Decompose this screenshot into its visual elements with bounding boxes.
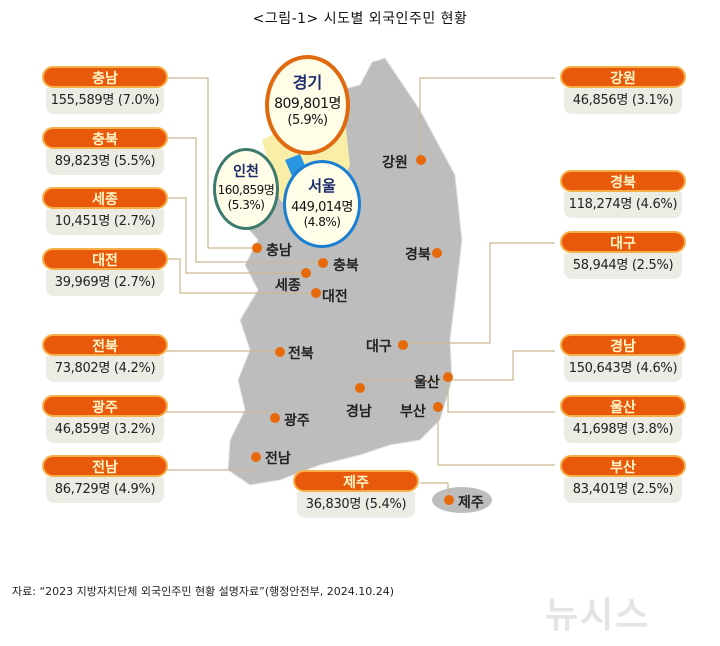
figure-title: <그림-1> 시도별 외국인주민 현황 — [252, 11, 468, 27]
dot-busan — [433, 402, 443, 412]
region-value: 58,944명 (2.5%) — [564, 253, 682, 279]
dot-sejong — [301, 268, 311, 278]
region-pill: 충북 — [42, 127, 168, 149]
label-gyeongnam: 경남 — [346, 404, 372, 420]
region-value: 155,589명 (7.0%) — [46, 88, 164, 114]
label-daegu: 대구 — [366, 339, 392, 355]
bubble-region: 서울 — [308, 177, 336, 195]
region-pill: 울산 — [560, 395, 686, 417]
label-gwangju: 광주 — [284, 413, 310, 429]
dot-ulsan — [443, 372, 453, 382]
region-pill: 광주 — [42, 395, 168, 417]
label-ulsan: 울산 — [414, 375, 440, 391]
region-pill: 전북 — [42, 334, 168, 356]
label-gangwon: 강원 — [382, 155, 408, 171]
region-value: 41,698명 (3.8%) — [564, 417, 682, 443]
dot-gyeongnam — [355, 383, 365, 393]
label-jeonbuk: 전북 — [288, 346, 314, 362]
region-pill: 대전 — [42, 248, 168, 270]
region-pill: 경남 — [560, 334, 686, 356]
bubble-count: 809,801명 — [274, 96, 341, 112]
dot-chungnam — [252, 243, 262, 253]
card-gyeongnam: 경남 150,643명 (4.6%) — [560, 334, 686, 382]
watermark-logo: 뉴시스 — [545, 595, 651, 636]
region-value: 46,856명 (3.1%) — [564, 88, 682, 114]
bubble-incheon: 인천 160,859명 (5.3%) — [213, 148, 279, 230]
bubble-pct: (4.8%) — [303, 215, 341, 229]
bubble-count: 449,014명 — [291, 200, 353, 215]
bubble-pct: (5.3%) — [227, 198, 265, 212]
label-gyeongbuk: 경북 — [405, 247, 431, 263]
card-gyeongbuk: 경북 118,274명 (4.6%) — [560, 170, 686, 218]
bubble-seoul: 서울 449,014명 (4.8%) — [283, 160, 361, 248]
region-pill: 부산 — [560, 455, 686, 477]
dot-chungbuk — [318, 258, 328, 268]
label-chungbuk: 충북 — [333, 258, 359, 274]
dot-gwangju — [270, 413, 280, 423]
label-jeonnam: 전남 — [265, 451, 291, 467]
source-note: 자료: “2023 지방자치단체 외국인주민 현황 설명자료”(행정안전부, 2… — [12, 585, 395, 598]
card-busan: 부산 83,401명 (2.5%) — [560, 455, 686, 503]
region-pill: 제주 — [293, 470, 419, 492]
region-pill: 충남 — [42, 66, 168, 88]
label-sejong: 세종 — [275, 278, 301, 294]
region-value: 89,823명 (5.5%) — [46, 149, 164, 175]
card-sejong: 세종 10,451명 (2.7%) — [42, 187, 168, 235]
card-daejeon: 대전 39,969명 (2.7%) — [42, 248, 168, 296]
card-jeonnam: 전남 86,729명 (4.9%) — [42, 455, 168, 503]
bubble-pct: (5.9%) — [287, 113, 328, 128]
dot-gangwon — [416, 155, 426, 165]
region-value: 39,969명 (2.7%) — [46, 270, 164, 296]
card-daegu: 대구 58,944명 (2.5%) — [560, 231, 686, 279]
card-jeonbuk: 전북 73,802명 (4.2%) — [42, 334, 168, 382]
label-jeju: 제주 — [458, 495, 484, 511]
card-gwangju: 광주 46,859명 (3.2%) — [42, 395, 168, 443]
bubble-gyeonggi: 경기 809,801명 (5.9%) — [265, 55, 350, 155]
region-value: 118,274명 (4.6%) — [564, 192, 682, 218]
bubble-region: 경기 — [292, 73, 323, 92]
dot-jeonnam — [251, 452, 261, 462]
region-pill: 대구 — [560, 231, 686, 253]
region-value: 73,802명 (4.2%) — [46, 356, 164, 382]
region-value: 46,859명 (3.2%) — [46, 417, 164, 443]
card-chungbuk: 충북 89,823명 (5.5%) — [42, 127, 168, 175]
region-pill: 강원 — [560, 66, 686, 88]
dot-jeonbuk — [275, 347, 285, 357]
label-daejeon: 대전 — [322, 289, 348, 305]
dot-daegu — [398, 340, 408, 350]
label-busan: 부산 — [400, 404, 426, 420]
region-value: 36,830명 (5.4%) — [297, 492, 415, 518]
region-value: 86,729명 (4.9%) — [46, 477, 164, 503]
region-pill: 전남 — [42, 455, 168, 477]
card-chungnam: 충남 155,589명 (7.0%) — [42, 66, 168, 114]
region-value: 83,401명 (2.5%) — [564, 477, 682, 503]
region-pill: 경북 — [560, 170, 686, 192]
card-jeju: 제주 36,830명 (5.4%) — [293, 470, 419, 518]
label-chungnam: 충남 — [266, 243, 292, 259]
bubble-region: 인천 — [233, 164, 259, 180]
region-value: 10,451명 (2.7%) — [46, 209, 164, 235]
dot-gyeongbuk — [432, 248, 442, 258]
region-pill: 세종 — [42, 187, 168, 209]
dot-jeju — [444, 495, 454, 505]
card-ulsan: 울산 41,698명 (3.8%) — [560, 395, 686, 443]
bubble-count: 160,859명 — [217, 183, 275, 197]
region-value: 150,643명 (4.6%) — [564, 356, 682, 382]
card-gangwon: 강원 46,856명 (3.1%) — [560, 66, 686, 114]
dot-daejeon — [311, 288, 321, 298]
